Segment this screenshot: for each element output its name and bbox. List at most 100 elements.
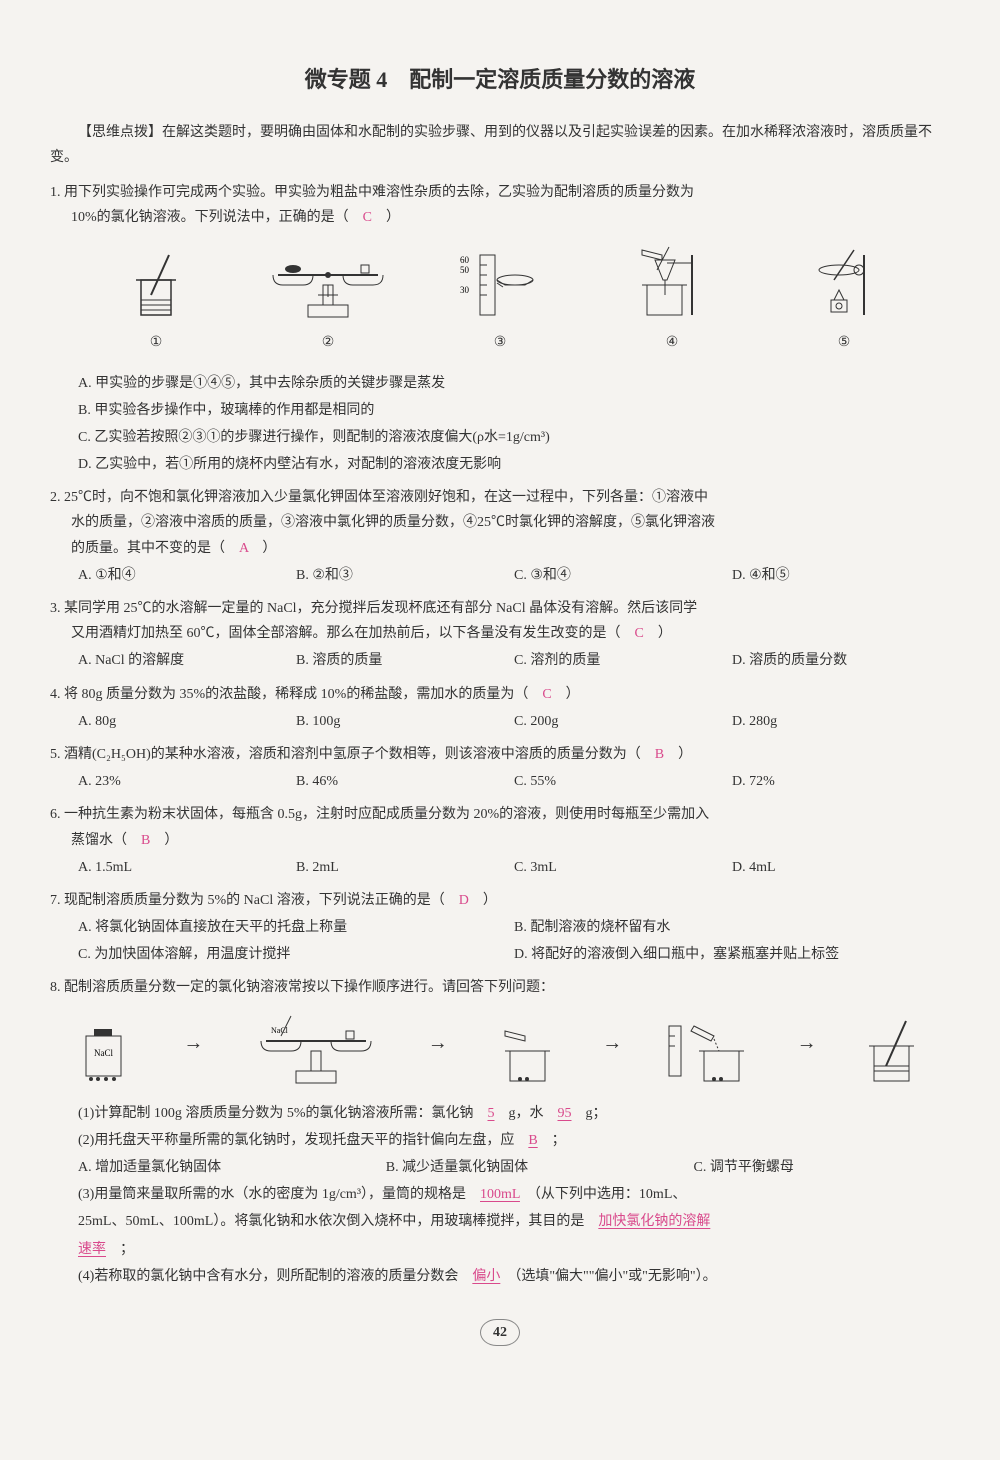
q8-sub3-c: 25mL、50mL、100mL）。将氯化钠和水依次倒入烧杯中，用玻璃棒搅拌，其目… bbox=[78, 1214, 598, 1229]
q8-sub3-ans1: 100mL bbox=[480, 1187, 520, 1202]
q3-optA: A. NaCl 的溶解度 bbox=[78, 648, 296, 673]
q2-text4: ） bbox=[248, 541, 276, 556]
q8-sub3-ans2: 加快氯化钠的溶解 bbox=[598, 1214, 710, 1229]
question-3: 3. 某同学用 25℃的水溶解一定量的 NaCl，充分搅拌后发现杯底还有部分 N… bbox=[50, 596, 950, 674]
q7-answer: D bbox=[459, 893, 469, 908]
q4-optD: D. 280g bbox=[732, 709, 950, 734]
q8-sub4-ans: 偏小 bbox=[472, 1269, 500, 1284]
q1-optC: C. 乙实验若按照②③①的步骤进行操作，则配制的溶液浓度偏大(ρ水=1g/cm³… bbox=[50, 425, 950, 450]
q2-optA: A. ①和④ bbox=[78, 563, 296, 588]
q4-line1: 4. 将 80g 质量分数为 35%的浓盐酸，稀释成 10%的稀盐酸，需加水的质… bbox=[50, 682, 950, 707]
svg-text:NaCl: NaCl bbox=[94, 1048, 113, 1058]
figure-5: ⑤ bbox=[758, 245, 930, 355]
q1-text2: 10%的氯化钠溶液。下列说法中，正确的是（ bbox=[71, 210, 363, 225]
arrow-icon: → bbox=[423, 1025, 453, 1061]
q5-text: 5. 酒精(C₂H₅OH)的某种水溶液，溶质和溶剂中氢原子个数相等，则该溶液中溶… bbox=[50, 747, 655, 762]
q3-line1: 3. 某同学用 25℃的水溶解一定量的 NaCl，充分搅拌后发现杯底还有部分 N… bbox=[50, 596, 950, 621]
q8-sub3-d: ； bbox=[106, 1242, 134, 1257]
arrow-icon: → bbox=[792, 1025, 822, 1061]
fig5-label: ⑤ bbox=[758, 330, 930, 355]
q7-text: 7. 现配制溶质质量分数为 5%的 NaCl 溶液，下列说法正确的是（ bbox=[50, 893, 459, 908]
q3-optB: B. 溶质的质量 bbox=[296, 648, 514, 673]
nacl-bottle-icon: NaCl bbox=[66, 1011, 146, 1091]
q8-sub2-optA: A. 增加适量氯化钠固体 bbox=[78, 1155, 386, 1180]
q2-optD: D. ④和⑤ bbox=[732, 563, 950, 588]
question-8: 8. 配制溶质质量分数一定的氯化钠溶液常按以下操作顺序进行。请回答下列问题： N… bbox=[50, 975, 950, 1289]
q3-line2: 又用酒精灯加热至 60℃，固体全部溶解。那么在加热前后，以下各量没有发生改变的是… bbox=[50, 621, 950, 646]
fig1-label: ① bbox=[70, 330, 242, 355]
q2-options: A. ①和④ B. ②和③ C. ③和④ D. ④和⑤ bbox=[50, 563, 950, 588]
q8-sub3-line3: 速率 ； bbox=[50, 1237, 950, 1262]
fig3-label: ③ bbox=[414, 330, 586, 355]
q8-sub1: (1)计算配制 100g 溶质质量分数为 5%的氯化钠溶液所需：氯化钠 5 g，… bbox=[50, 1101, 950, 1126]
q8-sub3-b: （从下列中选用：10mL、 bbox=[520, 1187, 686, 1202]
q8-sub2-opts: A. 增加适量氯化钠固体 B. 减少适量氯化钠固体 C. 调节平衡螺母 bbox=[50, 1155, 950, 1180]
q4-answer: C bbox=[542, 687, 551, 702]
q8-sub3-line1: (3)用量筒来量取所需的水（水的密度为 1g/cm³），量筒的规格是 100mL… bbox=[50, 1182, 950, 1207]
q6-text3: ） bbox=[150, 833, 178, 848]
q8-sub3-ans2b: 速率 bbox=[78, 1242, 106, 1257]
q2-text3: 的质量。其中不变的是（ bbox=[71, 541, 239, 556]
q7-options-row2: C. 为加快固体溶解，用温度计搅拌 D. 将配好的溶液倒入细口瓶中，塞紧瓶塞并贴… bbox=[50, 942, 950, 967]
question-7: 7. 现配制溶质质量分数为 5%的 NaCl 溶液，下列说法正确的是（ D ） … bbox=[50, 888, 950, 968]
q1-answer: C bbox=[363, 210, 372, 225]
figure-3: 60 50 30 ③ bbox=[414, 245, 586, 355]
q3-options: A. NaCl 的溶解度 B. 溶质的质量 C. 溶剂的质量 D. 溶质的质量分… bbox=[50, 648, 950, 673]
svg-text:50: 50 bbox=[460, 265, 470, 275]
question-1: 1. 用下列实验操作可完成两个实验。甲实验为粗盐中难溶性杂质的去除，乙实验为配制… bbox=[50, 180, 950, 477]
q8-sub1-c: g； bbox=[572, 1106, 607, 1121]
svg-text:60: 60 bbox=[460, 255, 470, 265]
q3-text3: ） bbox=[644, 626, 672, 641]
graduated-cylinder-icon: 60 50 30 bbox=[455, 245, 545, 325]
question-6: 6. 一种抗生素为粉末状固体，每瓶含 0.5g，注射时应配成质量分数为 20%的… bbox=[50, 802, 950, 880]
q6-text2: 蒸馏水（ bbox=[71, 833, 141, 848]
measure-pour-icon bbox=[659, 1011, 759, 1091]
q8-sub3-line2: 25mL、50mL、100mL）。将氯化钠和水依次倒入烧杯中，用玻璃棒搅拌，其目… bbox=[50, 1209, 950, 1234]
q5-optD: D. 72% bbox=[732, 769, 950, 794]
q7-options-row1: A. 将氯化钠固体直接放在天平的托盘上称量 B. 配制溶液的烧杯留有水 bbox=[50, 915, 950, 940]
q8-sub2-ans: B bbox=[528, 1133, 537, 1148]
q2-answer: A bbox=[239, 541, 248, 556]
page-title: 微专题 4 配制一定溶质质量分数的溶液 bbox=[50, 60, 950, 100]
q1-text3: ） bbox=[372, 210, 400, 225]
q8-sub2-a: (2)用托盘天平称量所需的氯化钠时，发现托盘天平的指针偏向左盘，应 bbox=[78, 1133, 528, 1148]
q4-optA: A. 80g bbox=[78, 709, 296, 734]
q4-optB: B. 100g bbox=[296, 709, 514, 734]
q5-answer: B bbox=[655, 747, 664, 762]
q8-sub1-b: g，水 bbox=[495, 1106, 558, 1121]
q8-sub4-a: (4)若称取的氯化钠中含有水分，则所配制的溶液的质量分数会 bbox=[78, 1269, 472, 1284]
q6-optB: B. 2mL bbox=[296, 855, 514, 880]
q7-line1: 7. 现配制溶质质量分数为 5%的 NaCl 溶液，下列说法正确的是（ D ） bbox=[50, 888, 950, 913]
q8-sub1-a: (1)计算配制 100g 溶质质量分数为 5%的氯化钠溶液所需：氯化钠 bbox=[78, 1106, 488, 1121]
q2-optC: C. ③和④ bbox=[514, 563, 732, 588]
q6-optD: D. 4mL bbox=[732, 855, 950, 880]
arrow-icon: → bbox=[178, 1025, 208, 1061]
evaporate-icon bbox=[799, 245, 889, 325]
q7-optA: A. 将氯化钠固体直接放在天平的托盘上称量 bbox=[78, 915, 514, 940]
q1-line1: 1. 用下列实验操作可完成两个实验。甲实验为粗盐中难溶性杂质的去除，乙实验为配制… bbox=[50, 180, 950, 205]
q5-optA: A. 23% bbox=[78, 769, 296, 794]
q8-sub2: (2)用托盘天平称量所需的氯化钠时，发现托盘天平的指针偏向左盘，应 B ； bbox=[50, 1128, 950, 1153]
q4-optC: C. 200g bbox=[514, 709, 732, 734]
q8-sub2-b: ； bbox=[538, 1133, 566, 1148]
question-4: 4. 将 80g 质量分数为 35%的浓盐酸，稀释成 10%的稀盐酸，需加水的质… bbox=[50, 682, 950, 734]
q8-text: 8. 配制溶质质量分数一定的氯化钠溶液常按以下操作顺序进行。请回答下列问题： bbox=[50, 975, 950, 1000]
q5-line1: 5. 酒精(C₂H₅OH)的某种水溶液，溶质和溶剂中氢原子个数相等，则该溶液中溶… bbox=[50, 742, 950, 767]
q2-line3: 的质量。其中不变的是（ A ） bbox=[50, 536, 950, 561]
q6-answer: B bbox=[141, 833, 150, 848]
question-2: 2. 25℃时，向不饱和氯化钾溶液加入少量氯化钾固体至溶液刚好饱和，在这一过程中… bbox=[50, 485, 950, 588]
q3-optC: C. 溶剂的质量 bbox=[514, 648, 732, 673]
figure-1: ① bbox=[70, 245, 242, 355]
stir-dissolve-icon bbox=[854, 1011, 934, 1091]
q8-sub3-a: (3)用量筒来量取所需的水（水的密度为 1g/cm³），量筒的规格是 bbox=[78, 1187, 480, 1202]
figure-4: ④ bbox=[586, 245, 758, 355]
beaker-stir-icon bbox=[121, 245, 191, 325]
figure-2: ② bbox=[242, 245, 414, 355]
q4-text: 4. 将 80g 质量分数为 35%的浓盐酸，稀释成 10%的稀盐酸，需加水的质… bbox=[50, 687, 542, 702]
arrow-icon: → bbox=[597, 1025, 627, 1061]
q3-answer: C bbox=[635, 626, 644, 641]
q8-figures: NaCl → NaCl → → bbox=[50, 1011, 950, 1091]
q1-optD: D. 乙实验中，若①所用的烧杯内壁沾有水，对配制的溶液浓度无影响 bbox=[50, 452, 950, 477]
page-num-value: 42 bbox=[480, 1319, 520, 1346]
q1-line2: 10%的氯化钠溶液。下列说法中，正确的是（ C ） bbox=[50, 205, 950, 230]
